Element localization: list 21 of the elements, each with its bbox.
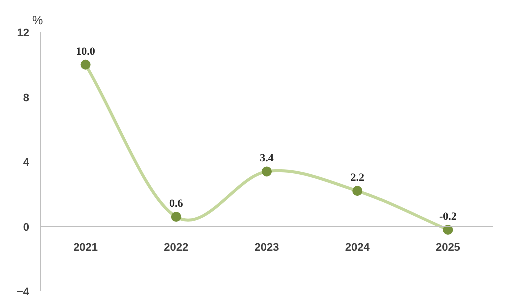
data-label: 0.6 [170,198,184,210]
data-label: 10.0 [76,46,96,58]
y-tick-label: −4 [16,286,30,298]
x-tick-label: 2023 [254,242,280,254]
y-tick-label: 12 [17,28,30,40]
point [80,60,91,70]
y-tick-label: 0 [23,222,30,234]
x-tick-label: 2025 [436,242,460,254]
y-tick-label: 4 [23,157,30,169]
x-tick-label: 2024 [345,242,371,254]
data-label: -0.2 [439,210,458,223]
data-label: 3.4 [260,152,274,165]
y-axis-title: % [32,14,44,28]
data-label: 2.2 [350,172,365,184]
x-tick-label: 2022 [164,242,189,254]
point [352,186,363,196]
point [443,224,454,235]
y-tick-label: 8 [23,92,30,104]
x-tick-label: 2021 [74,242,98,254]
point [262,166,272,177]
point [171,212,182,222]
